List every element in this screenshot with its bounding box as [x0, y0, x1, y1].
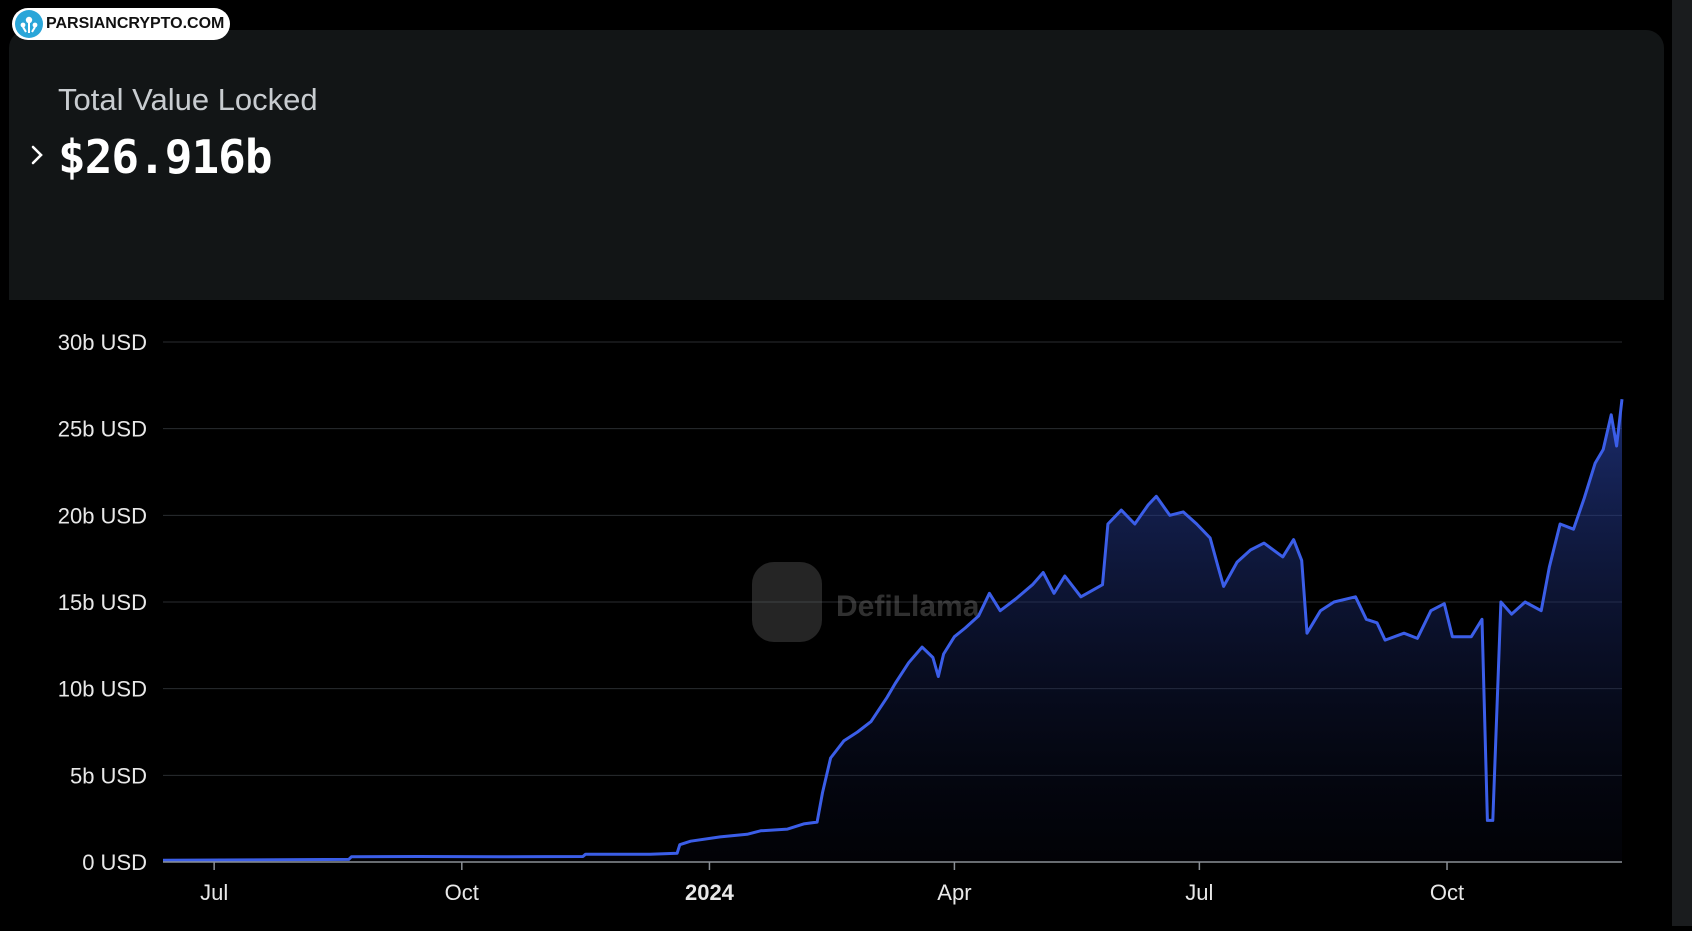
- x-tick-label: Apr: [937, 880, 971, 905]
- chevron-right-icon: [31, 145, 43, 165]
- expand-toggle[interactable]: [26, 140, 48, 170]
- y-tick-label: 5b USD: [70, 763, 147, 788]
- llama-logo-icon: [752, 562, 822, 642]
- tvl-label: Total Value Locked: [58, 82, 318, 117]
- tvl-chart-svg: DefiLlama 0 USD 5b USD 10b USD 15b USD 20b U…: [58, 330, 1624, 905]
- series-line: [162, 399, 1624, 862]
- series-tvl: [162, 399, 1624, 862]
- y-tick-label: 15b USD: [58, 590, 147, 615]
- x-tick-label: 2024: [685, 880, 735, 905]
- stat-panel: [9, 30, 1664, 300]
- grid-lines: [163, 341, 1622, 776]
- x-tick-label: Jul: [1185, 880, 1213, 905]
- defillama-watermark: DefiLlama: [752, 562, 980, 642]
- y-tick-label: 0 USD: [82, 850, 147, 875]
- scroll-edge: [1672, 0, 1692, 926]
- watermark-badge: PARSIANCRYPTO.COM: [12, 8, 231, 40]
- y-tick-label: 30b USD: [58, 330, 147, 355]
- y-axis: 0 USD 5b USD 10b USD 15b USD 20b USD 25b USD 3…: [58, 330, 147, 875]
- series-area: [163, 399, 1622, 862]
- x-tick-label: Oct: [1430, 880, 1464, 905]
- tvl-value: $26.916b: [58, 130, 273, 184]
- y-tick-label: 25b USD: [58, 417, 147, 442]
- watermark-badge-text: PARSIANCRYPTO.COM: [46, 15, 225, 32]
- x-axis: Jul Oct 2024 Apr Jul Oct: [163, 861, 1622, 905]
- parsiancrypto-logo-icon: [15, 10, 43, 38]
- y-tick-label: 20b USD: [58, 503, 147, 528]
- y-tick-label: 10b USD: [58, 677, 147, 702]
- x-tick-label: Oct: [445, 880, 479, 905]
- watermark-text: DefiLlama: [836, 590, 980, 623]
- tvl-chart[interactable]: DefiLlama 0 USD 5b USD 10b USD 15b USD 20b U…: [0, 300, 1692, 926]
- x-tick-label: Jul: [200, 880, 228, 905]
